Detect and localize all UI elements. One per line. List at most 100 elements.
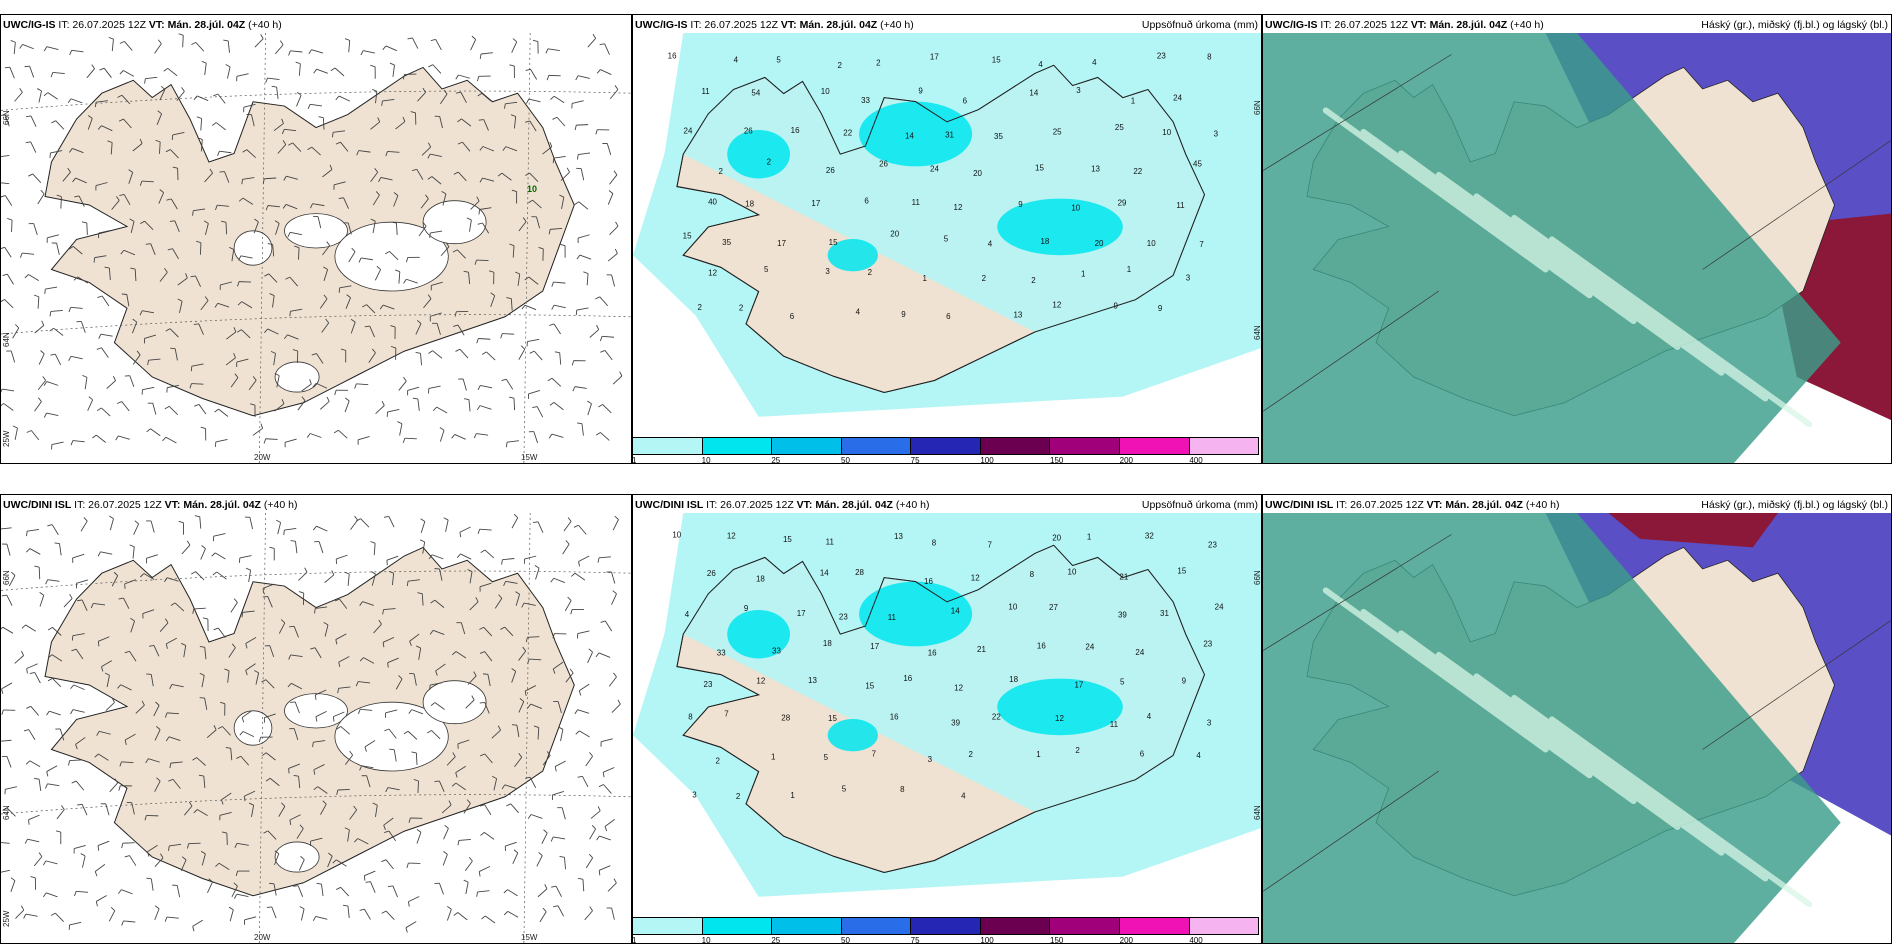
precip-value-label: 21 xyxy=(1119,572,1128,581)
precip-value-label: 8 xyxy=(688,713,693,722)
precip-value-label: 26 xyxy=(879,159,888,168)
precip-title: Uppsöfnuð úrkoma (mm) xyxy=(1141,19,1258,31)
lat-label-64n: 64N xyxy=(1253,805,1262,820)
glacier xyxy=(274,841,320,873)
precip-value-label: 5 xyxy=(776,55,781,64)
precip-title: Uppsöfnuð úrkoma (mm) xyxy=(1141,499,1258,511)
coastline xyxy=(676,544,1206,874)
precip-value-label: 2 xyxy=(736,792,741,801)
lon-label-20w: 20W xyxy=(254,933,271,942)
wind-panel-igis: UWC/IG-IS IT: 26.07.2025 12Z VT: Mán. 28… xyxy=(0,14,632,464)
precip-value-label: 31 xyxy=(945,131,954,140)
init-time: IT: 26.07.2025 12Z xyxy=(58,19,146,31)
precip-value-label: 12 xyxy=(954,203,963,212)
precip-value-label: 2 xyxy=(739,303,744,312)
wind-highlight-value: 10 xyxy=(527,184,537,194)
colorbar-tick-label: 50 xyxy=(841,936,850,945)
precip-map: 16 4 5 2 2 17 15 4 4 23 8 11 54 10 33 9 6 14 3 1 24 24 26 16 22 1… xyxy=(633,33,1261,437)
colorbar-tick-label: 100 xyxy=(980,456,994,465)
precip-value-label: 23 xyxy=(839,612,848,621)
precip-panel-dini: UWC/DINI ISL IT: 26.07.2025 12Z VT: Mán.… xyxy=(632,494,1262,944)
precip-over-land xyxy=(683,65,1205,332)
colorbar-swatch xyxy=(1050,918,1120,934)
precip-value-label: 35 xyxy=(994,132,1003,141)
glacier xyxy=(422,680,487,725)
cloud-panel-igis: UWC/IG-IS IT: 26.07.2025 12Z VT: Mán. 28… xyxy=(1262,14,1892,464)
precip-value-label: 10 xyxy=(1071,204,1080,213)
precip-core xyxy=(827,239,878,272)
precip-value-label: 45 xyxy=(1193,159,1202,168)
precip-value-label: 16 xyxy=(791,126,800,135)
precip-value-label: 1 xyxy=(1127,265,1132,274)
precip-value-label: 4 xyxy=(685,610,690,619)
precip-value-label: 15 xyxy=(683,232,692,241)
precip-value-label: 12 xyxy=(756,676,765,685)
precip-value-label: 39 xyxy=(951,719,960,728)
precip-value-label: 24 xyxy=(684,127,693,136)
wind-barbs xyxy=(1,33,623,450)
precip-value-label: 10 xyxy=(1147,239,1156,248)
colorbar-swatch xyxy=(841,918,912,934)
lat-label-64n: 64N xyxy=(2,805,11,820)
precip-value-label: 25 xyxy=(1053,127,1062,136)
precip-colorbar: 1 10 25 50 75 100 150 200 400 xyxy=(632,437,1259,465)
precip-core xyxy=(727,609,790,659)
precip-value-label: 25 xyxy=(1115,123,1124,132)
colorbar-swatch xyxy=(702,918,773,934)
precip-value-label: 1 xyxy=(1081,269,1086,278)
cloud-panel-header: UWC/IG-IS IT: 26.07.2025 12Z VT: Mán. 28… xyxy=(1265,18,1888,32)
precip-value-label: 2 xyxy=(719,167,724,176)
precip-value-label: 2 xyxy=(1031,276,1036,285)
lat-label-66n: 66N xyxy=(2,570,11,585)
precip-value-label: 14 xyxy=(951,606,960,615)
precip-value-label: 2 xyxy=(767,158,772,167)
wind-panel-header: UWC/IG-IS IT: 26.07.2025 12Z VT: Mán. 28… xyxy=(3,18,628,32)
precip-value-label: 18 xyxy=(1041,237,1050,246)
cloud-low-level xyxy=(1608,513,1778,548)
precip-value-label: 16 xyxy=(890,713,899,722)
glacier xyxy=(284,693,348,729)
lat-label-64n: 64N xyxy=(2,332,11,347)
precip-value-label: 5 xyxy=(824,753,829,762)
colorbar-tick-label: 1 xyxy=(632,456,637,465)
colorbar-swatch xyxy=(911,438,981,454)
colorbar-ticks: 1 10 25 50 75 100 150 200 400 xyxy=(632,455,1259,465)
precip-value-label: 5 xyxy=(944,234,949,243)
precip-value-label: 17 xyxy=(1074,681,1083,690)
colorbar-swatch xyxy=(633,438,703,454)
precip-core xyxy=(997,198,1123,256)
precip-value-label: 32 xyxy=(1145,532,1154,541)
precip-value-label: 3 xyxy=(1076,86,1081,95)
init-time: IT: 26.07.2025 12Z xyxy=(1320,19,1408,31)
cloud-panel-dini: UWC/DINI ISL IT: 26.07.2025 12Z VT: Mán.… xyxy=(1262,494,1892,944)
precip-value-label: 8 xyxy=(1030,570,1035,579)
precip-value-label: 40 xyxy=(708,198,717,207)
model-name: UWC/DINI ISL xyxy=(3,499,72,511)
precip-value-label: 16 xyxy=(903,674,912,683)
precip-value-label: 27 xyxy=(1049,603,1058,612)
precip-value-label: 11 xyxy=(912,198,921,207)
colorbar-swatch xyxy=(1119,918,1190,934)
colorbar-tick-label: 75 xyxy=(910,456,920,465)
precip-value-label: 7 xyxy=(1199,240,1204,249)
precip-value-label: 6 xyxy=(946,312,951,321)
precip-value-label: 22 xyxy=(1133,167,1142,176)
precip-map: 10 12 15 11 13 8 7 20 1 32 23 26 18 14 28 16 12 8 10 21 15 4 9… xyxy=(633,513,1261,917)
precip-value-label: 9 xyxy=(1182,677,1187,686)
precip-value-label: 23 xyxy=(704,680,713,689)
precip-value-label: 10 xyxy=(672,530,681,539)
precip-value-label: 15 xyxy=(992,56,1001,65)
precip-value-label: 4 xyxy=(734,55,739,64)
precip-value-label: 10 xyxy=(1008,603,1017,612)
lead-time: (+40 h) xyxy=(895,499,930,511)
colorbar-tick-label: 200 xyxy=(1119,936,1134,945)
precip-value-label: 11 xyxy=(888,613,897,622)
precip-value-label: 6 xyxy=(790,312,795,321)
colorbar-swatch xyxy=(702,438,773,454)
precip-core xyxy=(827,719,878,752)
precip-value-label: 13 xyxy=(1091,165,1100,174)
lat-label-66n: 66N xyxy=(2,110,11,125)
precip-value-label: 14 xyxy=(905,132,914,141)
